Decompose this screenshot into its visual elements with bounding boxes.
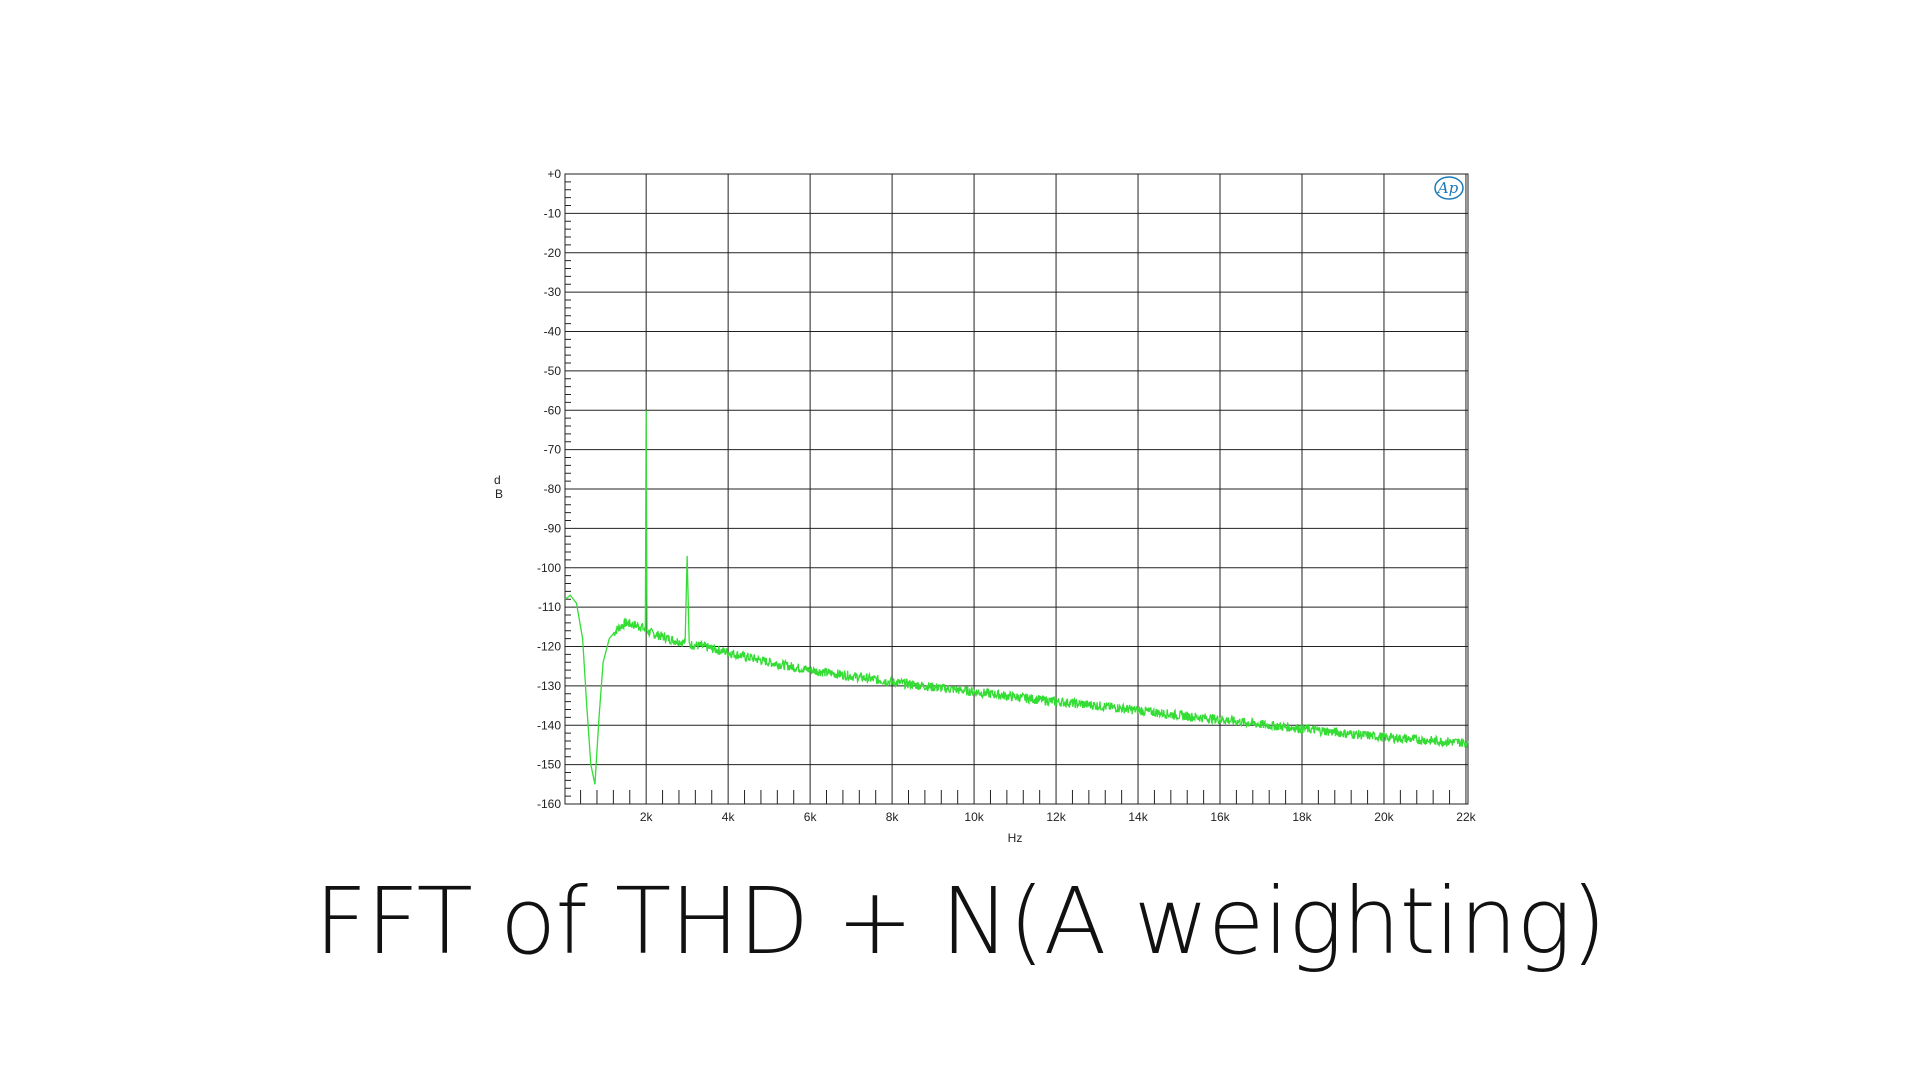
x-tick-label: 16k [1210,810,1230,824]
y-tick-label: -140 [537,718,561,732]
minor-ticks [565,181,1451,804]
x-tick-label: 12k [1046,810,1066,824]
y-tick-label: -160 [537,797,561,811]
x-tick-label: 22k [1456,810,1476,824]
grid-lines [565,174,1468,804]
y-tick-label: -150 [537,758,561,772]
x-tick-label: 6k [804,810,818,824]
x-tick-label: 20k [1374,810,1394,824]
y-tick-label: -130 [537,679,561,693]
y-tick-label: -70 [544,443,562,457]
y-tick-label: -30 [544,285,562,299]
ap-logo: Ap [1434,176,1464,200]
x-tick-label: 14k [1128,810,1148,824]
series-group [564,410,1469,785]
y-tick-label: -60 [544,403,562,417]
y-tick-label: +0 [547,167,561,181]
y-tick-label: -110 [538,600,561,614]
y-tick-label: -50 [544,364,562,378]
ap-logo-text: Ap [1436,179,1459,197]
y-tick-label: -120 [537,640,561,654]
series-line [564,410,1469,785]
y-tick-label: -10 [544,206,562,220]
x-tick-label: 10k [964,810,984,824]
x-tick-label: 8k [886,810,900,824]
x-axis-label: Hz [1008,831,1023,845]
x-tick-labels: 2k 4k 6k 8k 10k 12k 14k 16k 18k 20k 22k [640,810,1477,824]
y-tick-label: -80 [544,482,562,496]
chart-svg: +0 -10 -20 -30 -40 -50 -60 -70 -80 -90 -100 -110 -12… [494,167,1477,845]
x-tick-label: 2k [640,810,654,824]
y-tick-label: -100 [537,561,561,575]
chart-caption: FFT of THD + N(A weighting) [314,868,1606,975]
fft-chart: +0 -10 -20 -30 -40 -50 -60 -70 -80 -90 -100 -110 -12… [494,167,1477,845]
y-tick-labels: +0 -10 -20 -30 -40 -50 -60 -70 -80 -90 -100 -110 -12… [537,167,561,811]
y-tick-label: -90 [544,521,562,535]
y-axis-label: d B [494,473,504,501]
y-tick-label: -20 [544,246,562,260]
y-tick-label: -40 [544,325,562,339]
x-tick-label: 4k [722,810,736,824]
x-tick-label: 18k [1292,810,1312,824]
